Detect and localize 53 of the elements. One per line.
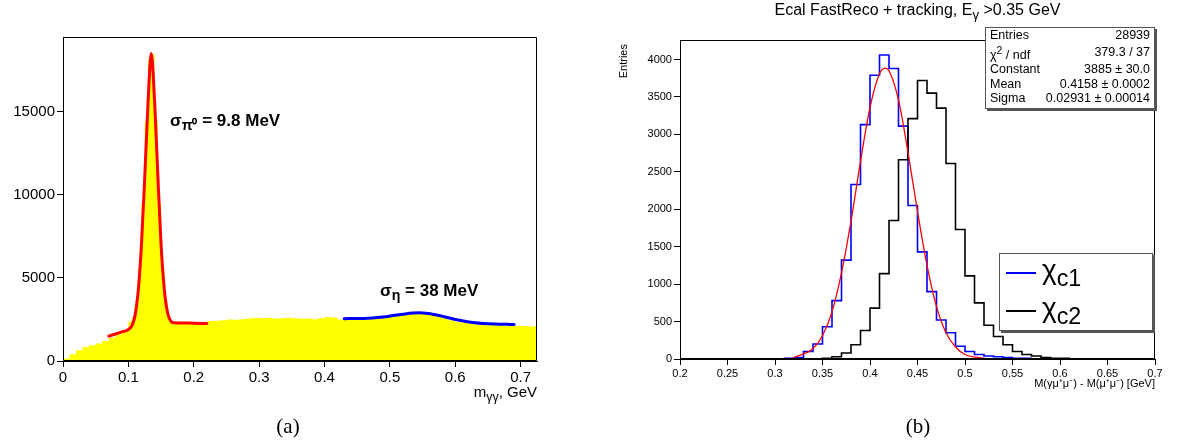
x-tick-label: 0.6 bbox=[1052, 366, 1068, 379]
x-axis-title: m$_{γγ}$, GeV bbox=[473, 383, 537, 404]
x-tick-label: 0.2 bbox=[672, 366, 688, 379]
x-tick-label: 0.2 bbox=[183, 368, 205, 386]
line-series bbox=[342, 311, 516, 326]
annotation: 379.3 / 37 bbox=[1093, 44, 1150, 62]
legend-label: χ$_{c2}$ bbox=[1042, 292, 1082, 330]
annotation: 0.4158 ± 0.0002 bbox=[1058, 76, 1150, 93]
y-tick-label: 15000 bbox=[13, 101, 55, 119]
y-tick-label: 500 bbox=[653, 314, 672, 327]
text: (a) bbox=[275, 414, 301, 438]
text: (b) bbox=[904, 414, 932, 438]
chart-title: Ecal FastReco + tracking, E$_{γ}$ >0.35 GeV bbox=[773, 1, 1062, 23]
x-tick-label: 0.6 bbox=[444, 368, 466, 386]
x-axis-title: M(γμ⁺μ⁻) - M(μ⁺μ⁻) [GeV] bbox=[1034, 377, 1155, 389]
annotation: χ$^{2}$ / ndf bbox=[990, 43, 1032, 64]
annotation: Entries bbox=[990, 28, 1030, 44]
annotation: Constant bbox=[990, 62, 1042, 78]
y-tick-label: 3500 bbox=[647, 89, 672, 102]
x-tick-label: 0.1 bbox=[117, 368, 139, 386]
x-tick-label: 0.7 bbox=[510, 368, 532, 386]
y-tick-label: 2000 bbox=[647, 202, 672, 215]
y-tick-label: 2500 bbox=[647, 164, 672, 177]
y-tick-label: 5000 bbox=[21, 268, 55, 286]
y-tick-label: 1500 bbox=[647, 239, 672, 252]
x-tick-label: 0.45 bbox=[906, 366, 929, 379]
x-tick-label: 0.25 bbox=[716, 366, 739, 379]
annotation: σ$_{π⁰}$ = 9.8 MeV bbox=[170, 111, 281, 134]
x-tick-label: 0.4 bbox=[314, 368, 335, 386]
x-tick-label: 0.4 bbox=[862, 366, 878, 379]
x-tick-label: 0.3 bbox=[248, 368, 270, 386]
y-tick-label: 0 bbox=[665, 352, 672, 365]
annotation: Sigma bbox=[990, 91, 1027, 107]
x-tick-label: 0.3 bbox=[767, 366, 783, 379]
annotation: Mean bbox=[990, 76, 1023, 93]
y-axis-title: Entries bbox=[617, 44, 629, 79]
y-tick-label: 3000 bbox=[647, 127, 672, 140]
x-tick-label: 0.55 bbox=[1001, 366, 1024, 379]
annotation: 0.02931 ± 0.00014 bbox=[1044, 91, 1150, 107]
x-tick-label: 0.7 bbox=[1147, 366, 1163, 379]
x-tick-label: 0.35 bbox=[811, 366, 834, 379]
y-tick-label: 10000 bbox=[13, 184, 55, 202]
legend-label: χ$_{c1}$ bbox=[1042, 254, 1082, 292]
annotation: 3885 ± 30.0 bbox=[1083, 62, 1150, 78]
line-series bbox=[793, 67, 985, 359]
x-tick-label: 0 bbox=[58, 368, 68, 386]
y-tick-label: 1000 bbox=[647, 277, 672, 290]
annotation: 28939 bbox=[1114, 28, 1150, 44]
annotation: σ$_{η}$ = 38 MeV bbox=[380, 281, 479, 304]
x-tick-label: 0.65 bbox=[1096, 366, 1119, 379]
y-tick-label: 4000 bbox=[647, 52, 672, 65]
x-tick-label: 0.5 bbox=[379, 368, 401, 386]
x-tick-label: 0.5 bbox=[957, 366, 973, 379]
